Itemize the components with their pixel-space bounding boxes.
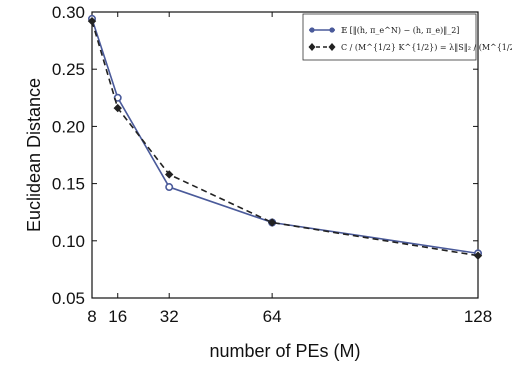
y-tick-label: 0.30 — [52, 3, 85, 22]
legend-marker-diamond-2 — [328, 43, 336, 51]
y-tick-label: 0.25 — [52, 60, 85, 79]
x-axis-ticks: 8 16 32 64 128 — [87, 12, 492, 326]
legend-label-series-1: 𝔼 [‖(h, π_e^N) − (h, π_e)‖_2] — [341, 26, 459, 35]
y-tick-label: 0.05 — [52, 289, 85, 308]
x-tick-label: 8 — [87, 307, 96, 326]
data-series — [87, 14, 483, 260]
y-tick-label: 0.20 — [52, 117, 85, 136]
series-2-point — [113, 103, 122, 113]
series-2-point — [165, 170, 174, 179]
x-tick-label: 64 — [263, 307, 282, 326]
x-axis-title: number of PEs (M) — [209, 341, 360, 361]
y-axis-title: Euclidean Distance — [24, 78, 44, 232]
x-tick-label: 128 — [464, 307, 492, 326]
y-tick-label: 0.15 — [52, 175, 85, 194]
plot-frame — [91, 11, 479, 299]
legend-marker-circle-2 — [329, 27, 335, 33]
legend-label-series-2: C / (M^{1/2} K^{1/2}) = λ‖S‖₂ / (M^{1/2}… — [341, 43, 512, 52]
series-1-point — [165, 183, 174, 192]
series-1-point — [113, 93, 122, 102]
legend: 𝔼 [‖(h, π_e^N) − (h, π_e)‖_2] C / (M^{1/… — [302, 13, 512, 61]
x-tick-label: 16 — [108, 307, 127, 326]
series-2-point — [87, 16, 97, 26]
legend-box — [302, 13, 477, 61]
legend-marker-diamond — [308, 43, 316, 51]
legend-marker-circle — [309, 27, 315, 33]
y-tick-label: 0.10 — [52, 232, 85, 251]
series-2-point — [473, 251, 483, 260]
series-2-point — [267, 218, 277, 227]
x-tick-label: 32 — [160, 307, 179, 326]
y-axis-ticks: 0.05 0.10 0.15 0.20 0.25 0.30 — [52, 3, 478, 308]
